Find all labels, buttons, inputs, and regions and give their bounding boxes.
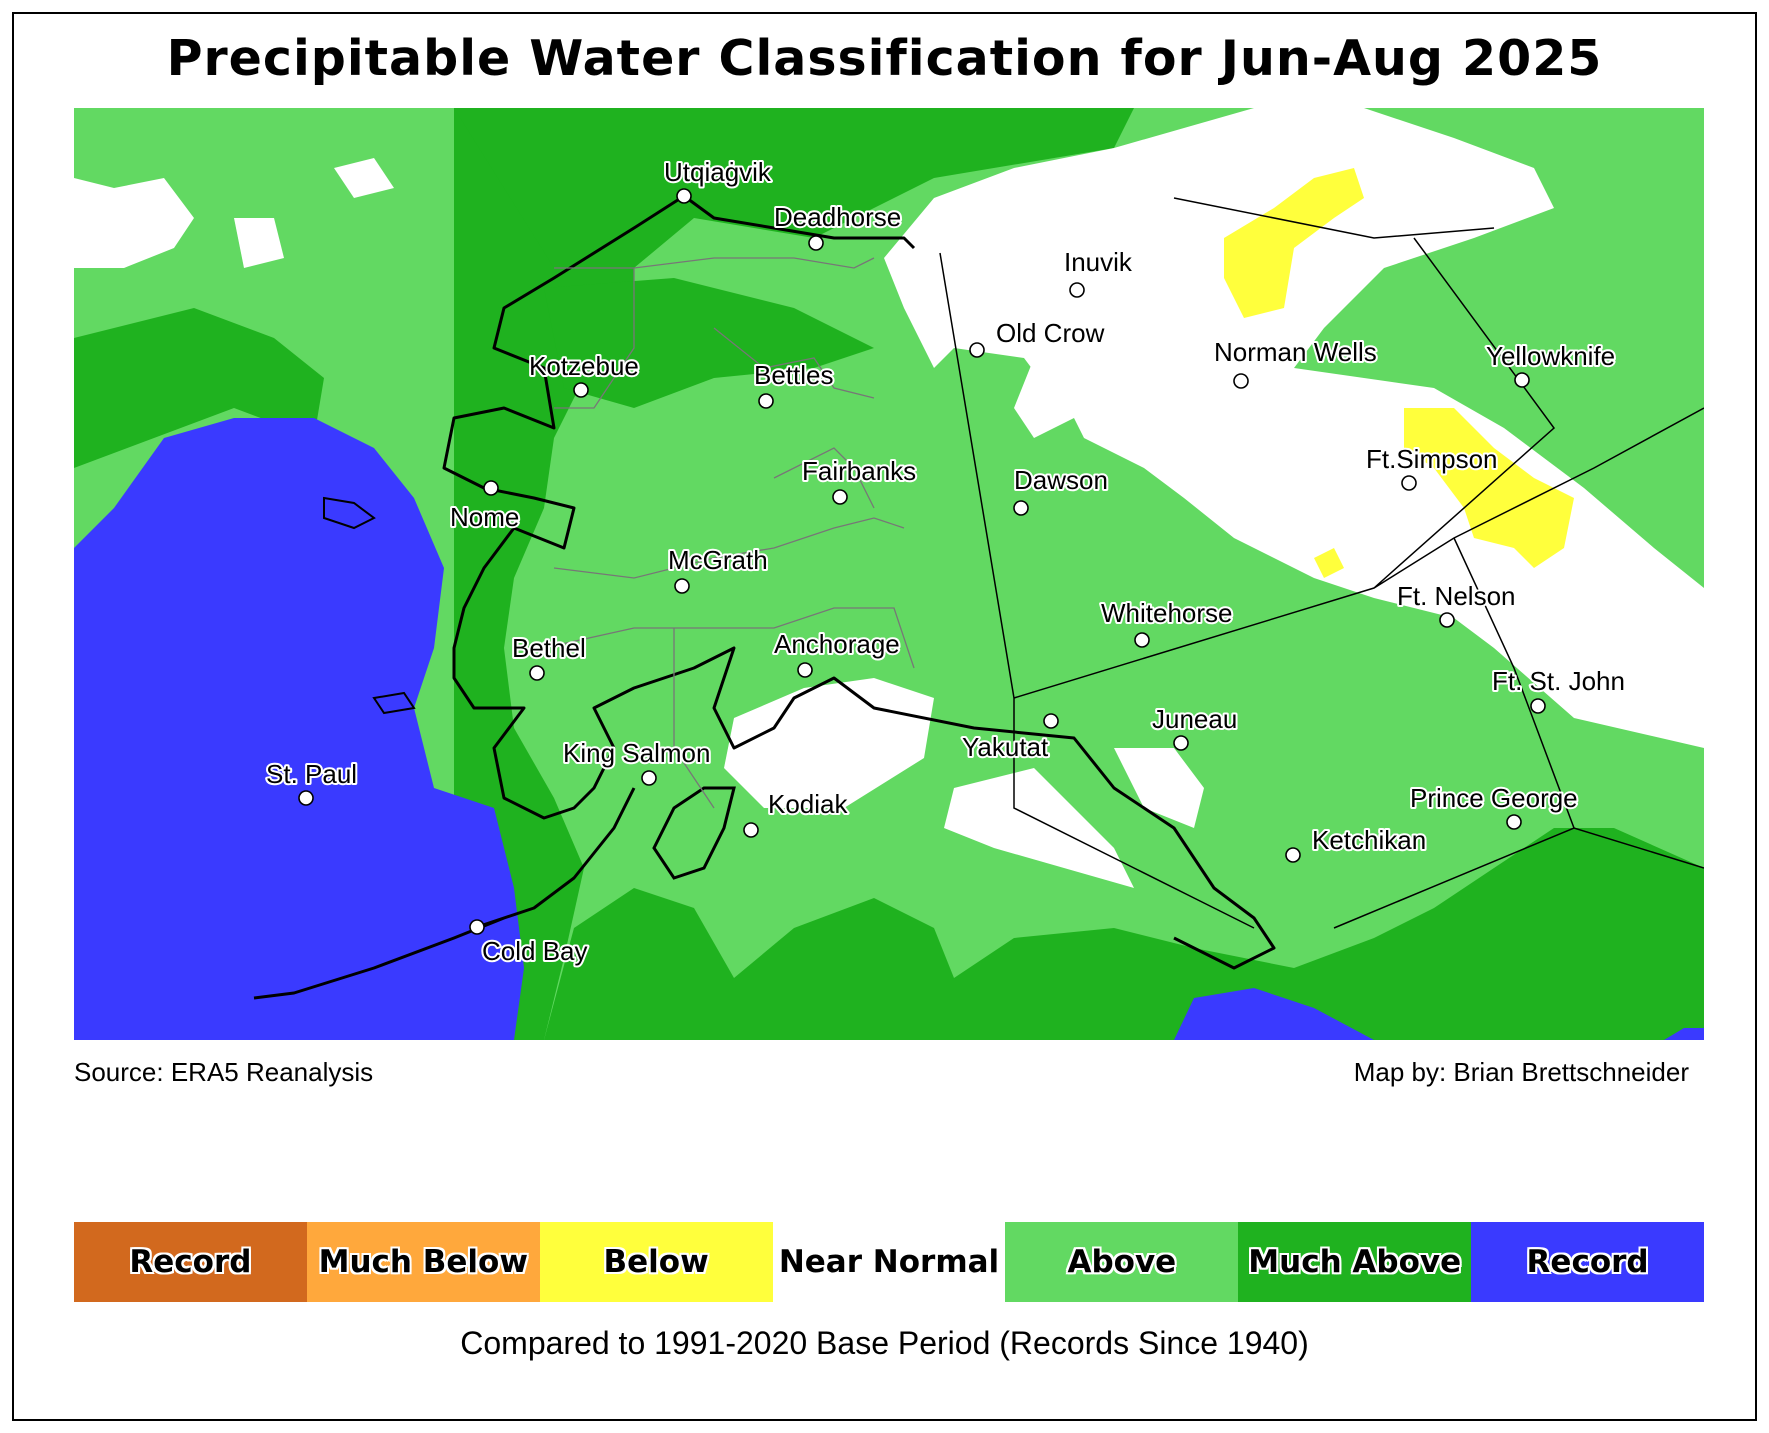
- record-high-region-se: [1664, 1028, 1704, 1040]
- city-marker-juneau: [1173, 735, 1189, 751]
- city-label-bethel: Bethel: [512, 633, 586, 663]
- legend-much-above: Much Above: [1238, 1222, 1472, 1302]
- city-marker-yakutat: [1043, 713, 1059, 729]
- much-above-region-west: [304, 108, 634, 1040]
- legend-near-normal: Near Normal: [772, 1222, 1006, 1302]
- city-label-inuvik: Inuvik: [1064, 247, 1133, 277]
- city-label-bettles: Bettles: [754, 360, 834, 390]
- much-above-region-north: [454, 108, 1134, 268]
- record-high-region-bering: [74, 418, 524, 1040]
- city-marker-prince-george: [1506, 814, 1522, 830]
- city-label-ft-simpson: Ft.Simpson: [1366, 444, 1498, 474]
- nunivak-island: [372, 691, 416, 715]
- record-high-region-gulf: [1174, 988, 1374, 1040]
- city-marker-bettles: [758, 393, 774, 409]
- map-credit: Map by: Brian Brettschneider: [1353, 1057, 1689, 1087]
- city-marker-mcgrath: [674, 578, 690, 594]
- map-title: Precipitable Water Classification for Ju…: [166, 30, 1603, 87]
- city-marker-ft-simpson: [1401, 475, 1417, 491]
- below-region-north: [1224, 168, 1364, 318]
- source-note: Source: ERA5 Reanalysis: [74, 1057, 374, 1087]
- city-marker-norman-wells: [1233, 373, 1249, 389]
- city-label-nome: Nome: [450, 502, 519, 532]
- city-marker-nome: [483, 480, 499, 496]
- base-period-note: Compared to 1991-2020 Base Period (Recor…: [460, 1325, 1309, 1361]
- figure-frame: [12, 12, 1757, 1421]
- city-marker-inuvik: [1069, 282, 1085, 298]
- much-above-region-arctic-slope: [544, 278, 874, 408]
- legend-record-low: Record: [74, 1222, 307, 1302]
- legend-below: Below: [539, 1222, 773, 1302]
- city-marker-ft-nelson: [1439, 612, 1455, 628]
- city-marker-fairbanks: [832, 489, 848, 505]
- city-label-utqia-vik: Utqiaġvik: [664, 157, 772, 187]
- near-normal-region-panhandle: [944, 768, 1134, 888]
- near-normal-region-canada: [884, 108, 1704, 748]
- city-label-juneau: Juneau: [1152, 704, 1237, 734]
- city-marker-dawson: [1013, 500, 1029, 516]
- st-lawrence-island: [323, 496, 376, 530]
- borough-boundaries: [543, 257, 915, 809]
- near-normal-region-se: [1114, 748, 1204, 828]
- city-label-prince-george: Prince George: [1410, 783, 1578, 813]
- city-label-yellowknife: Yellowknife: [1486, 341, 1615, 371]
- city-marker-deadhorse: [808, 235, 824, 251]
- city-label-ft-st-john: Ft. St. John: [1492, 666, 1625, 696]
- much-above-region-south: [544, 828, 1704, 1040]
- city-marker-whitehorse: [1134, 632, 1150, 648]
- kodiak-island: [652, 786, 736, 880]
- city-label-ft-nelson: Ft. Nelson: [1397, 581, 1516, 611]
- city-label-king-salmon: King Salmon: [563, 738, 710, 768]
- city-marker-ketchikan: [1285, 847, 1301, 863]
- city-label-yakutat: Yakutat: [962, 732, 1049, 762]
- city-marker-st-paul: [298, 790, 314, 806]
- city-marker-yellowknife: [1514, 372, 1530, 388]
- city-label-deadhorse: Deadhorse: [774, 202, 901, 232]
- city-label-dawson: Dawson: [1014, 465, 1108, 495]
- city-marker-ft-st-john: [1530, 698, 1546, 714]
- city-marker-anchorage: [797, 662, 813, 678]
- alaska-canada-border: [939, 252, 1255, 929]
- legend-much-below: Much Below: [306, 1222, 540, 1302]
- city-marker-cold-bay: [469, 919, 485, 935]
- city-marker-king-salmon: [641, 770, 657, 786]
- city-marker-kotzebue: [573, 382, 589, 398]
- city-label-anchorage: Anchorage: [774, 629, 900, 659]
- city-label-kodiak: Kodiak: [768, 789, 848, 819]
- city-marker-old-crow: [969, 342, 985, 358]
- province-borders: [1013, 197, 1704, 929]
- near-normal-region-northwest: [74, 178, 194, 268]
- near-normal-region-northwest-2: [234, 218, 284, 268]
- city-label-ketchikan: Ketchikan: [1312, 825, 1426, 855]
- classification-legend: Record Much Below Below Near Normal Abov…: [74, 1222, 1705, 1302]
- alaska-coastline: [253, 194, 1276, 1000]
- city-label-st-paul: St. Paul: [266, 759, 357, 789]
- city-marker-utqia-vik: [676, 188, 692, 204]
- city-label-mcgrath: McGrath: [668, 545, 768, 575]
- much-above-region-west-sliver: [74, 308, 324, 468]
- city-label-cold-bay: Cold Bay: [482, 936, 588, 966]
- city-label-whitehorse: Whitehorse: [1101, 598, 1233, 628]
- near-normal-region-nw-3: [334, 158, 394, 198]
- below-region-east: [1404, 408, 1574, 568]
- below-region-small: [1314, 548, 1344, 578]
- city-label-norman-wells: Norman Wells: [1214, 337, 1377, 367]
- city-label-old-crow: Old Crow: [996, 318, 1105, 348]
- near-normal-region-yukon: [1014, 358, 1074, 438]
- city-label-kotzebue: Kotzebue: [529, 351, 639, 381]
- legend-above: Above: [1005, 1222, 1239, 1302]
- city-marker-kodiak: [743, 822, 759, 838]
- legend-record-high: Record: [1471, 1222, 1705, 1302]
- city-marker-bethel: [529, 665, 545, 681]
- city-label-fairbanks: Fairbanks: [802, 456, 916, 486]
